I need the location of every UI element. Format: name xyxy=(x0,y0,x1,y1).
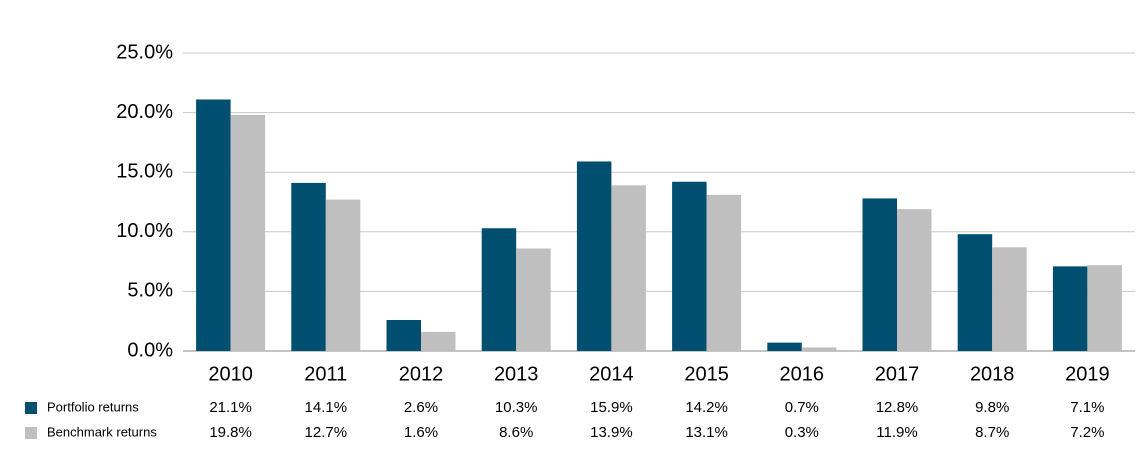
table-value: 13.9% xyxy=(590,424,633,441)
bar xyxy=(386,320,421,351)
table-value: 2.6% xyxy=(404,399,438,416)
x-tick-label: 2011 xyxy=(304,363,347,385)
bar xyxy=(897,209,932,351)
table-value: 14.2% xyxy=(685,399,728,416)
x-tick-label: 2018 xyxy=(970,363,1015,385)
y-tick-label: 15.0% xyxy=(116,160,173,182)
bar xyxy=(611,185,646,351)
table-value: 10.3% xyxy=(495,399,538,416)
table-value: 14.1% xyxy=(305,399,348,416)
bar xyxy=(862,198,897,351)
bar xyxy=(325,199,361,351)
table-value: 13.1% xyxy=(685,424,728,441)
table-value: 0.7% xyxy=(785,399,819,416)
table-value: 8.6% xyxy=(499,424,533,441)
table-value: 19.8% xyxy=(209,424,252,441)
table-value: 0.3% xyxy=(785,424,819,441)
y-tick-label: 25.0% xyxy=(116,41,173,63)
x-tick-label: 2014 xyxy=(589,363,634,385)
bar xyxy=(576,161,612,351)
table-value: 7.1% xyxy=(1070,399,1104,416)
x-tick-label: 2019 xyxy=(1065,363,1110,385)
legend-swatch xyxy=(25,427,37,439)
y-tick-label: 20.0% xyxy=(116,101,173,123)
table-value: 7.2% xyxy=(1070,424,1104,441)
bar xyxy=(767,342,802,351)
x-tick-label: 2016 xyxy=(780,363,825,385)
legend-swatch xyxy=(25,402,37,414)
bar xyxy=(230,114,266,351)
table-value: 11.9% xyxy=(876,424,917,441)
table-value: 15.9% xyxy=(590,399,633,416)
table-value: 12.8% xyxy=(876,399,919,416)
x-tick-label: 2017 xyxy=(875,363,920,385)
legend-label: Benchmark returns xyxy=(47,424,157,439)
bar xyxy=(706,194,742,351)
table-value: 8.7% xyxy=(975,424,1009,441)
y-tick-label: 0.0% xyxy=(127,339,173,361)
x-tick-label: 2015 xyxy=(684,363,729,385)
bar xyxy=(801,347,837,351)
y-tick-label: 5.0% xyxy=(127,280,173,302)
bar xyxy=(1052,266,1088,351)
bar xyxy=(957,234,993,351)
bar xyxy=(196,99,231,351)
table-value: 12.7% xyxy=(305,424,348,441)
x-tick-label: 2010 xyxy=(208,363,253,385)
x-tick-label: 2012 xyxy=(399,363,444,385)
bar xyxy=(516,248,551,351)
bar xyxy=(672,181,707,351)
bar xyxy=(1087,265,1122,351)
x-tick-label: 2013 xyxy=(494,363,539,385)
table-value: 9.8% xyxy=(975,399,1009,416)
bar xyxy=(291,182,326,351)
legend-label: Portfolio returns xyxy=(47,399,139,414)
bar xyxy=(481,228,517,351)
table-value: 1.6% xyxy=(404,424,438,441)
bar xyxy=(992,247,1027,351)
bar xyxy=(421,331,456,351)
table-value: 21.1% xyxy=(209,399,252,416)
y-tick-label: 10.0% xyxy=(116,220,173,242)
